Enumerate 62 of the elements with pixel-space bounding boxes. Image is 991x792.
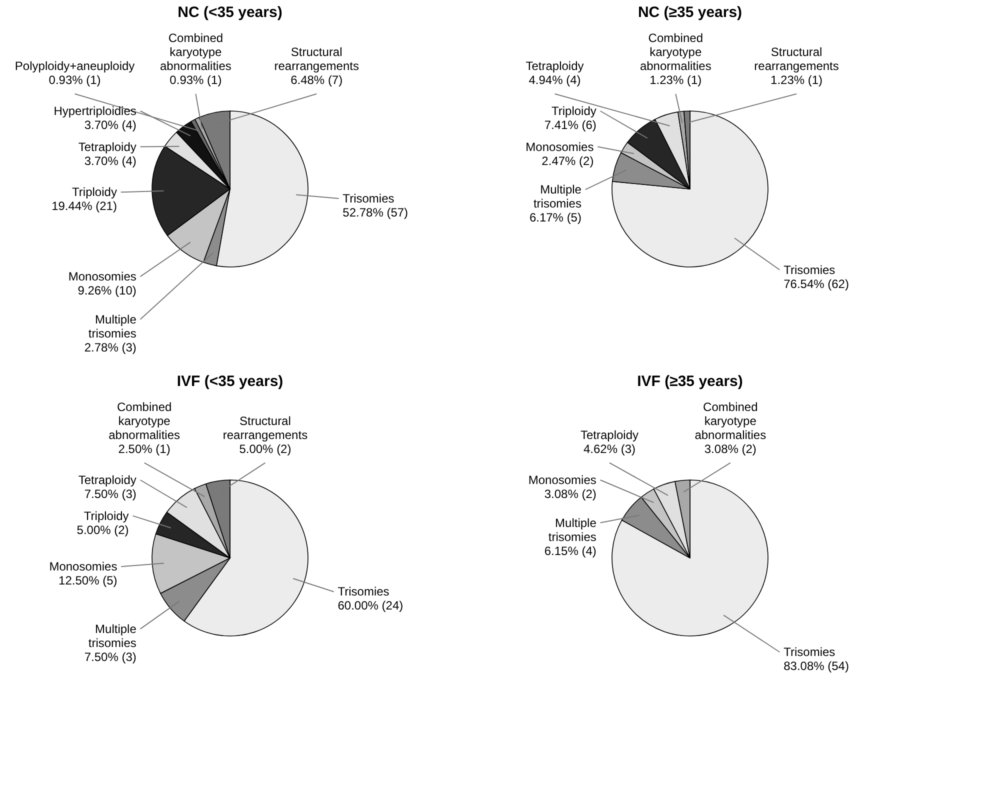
- chart-title: NC (<35 years): [178, 4, 282, 21]
- data-label: 2.50% (1): [118, 442, 170, 456]
- slice-label: Tetraploidy: [580, 428, 639, 442]
- slice-label: Monosomies: [68, 270, 136, 284]
- data-label: 9.26% (10): [78, 284, 136, 298]
- slice-label: Multiple trisomies: [88, 622, 137, 650]
- chart-title: IVF (<35 years): [176, 373, 284, 390]
- slice-label: Combined karyotype abnormalities: [640, 31, 712, 74]
- slice-label: Monosomies: [49, 560, 118, 574]
- data-label: 4.62% (3): [583, 442, 636, 456]
- slice-label: Monosomies: [528, 473, 596, 487]
- slice-label: Triploidy: [551, 104, 596, 118]
- data-label: 2.47% (2): [542, 154, 594, 168]
- data-label: 0.93% (1): [48, 73, 101, 88]
- slice-label: Tetraploidy: [526, 59, 584, 74]
- slice-label: Triploidy: [84, 508, 129, 523]
- data-label: 5.00% (2): [76, 522, 129, 537]
- data-label: 7.50% (3): [84, 487, 136, 501]
- slice-label: Structural rearrangements: [222, 414, 308, 442]
- slice-label: Multiple trisomies: [533, 182, 582, 211]
- data-label: 4.94% (4): [528, 73, 581, 88]
- slice-label: Combined karyotype abnormalities: [108, 400, 180, 442]
- data-label: 7.41% (6): [544, 118, 596, 132]
- data-label: 1.23% (1): [650, 73, 702, 88]
- slice-label: Polyploidy+aneuploidy: [14, 59, 135, 74]
- slice-label: Structural rearrangements: [754, 45, 839, 74]
- slice-label: Monosomies: [526, 140, 594, 154]
- slice-label: Hypertriploidies: [54, 104, 136, 118]
- data-label: 3.70% (4): [84, 118, 136, 132]
- data-label: 5.00% (2): [239, 442, 292, 456]
- chart-title: IVF (≥35 years): [637, 373, 743, 390]
- slice-label: Trisomies: [784, 645, 836, 660]
- data-label: 52.78% (57): [342, 206, 408, 220]
- slice-label: Trisomies: [338, 584, 390, 599]
- data-label: 6.15% (4): [544, 544, 596, 558]
- chart-title: NC (≥35 years): [638, 4, 742, 21]
- pie-slice: [612, 480, 768, 636]
- data-label: 0.93% (1): [170, 73, 222, 88]
- data-label: 3.08% (2): [544, 487, 596, 501]
- slice-label: Combined karyotype abnormalities: [694, 400, 766, 442]
- slice-label: Tetraploidy: [78, 140, 136, 154]
- slice-label: Triploidy: [72, 185, 117, 200]
- data-label: 3.08% (2): [704, 442, 756, 456]
- slice-label: Structural rearrangements: [274, 45, 359, 74]
- slice-label: Tetraploidy: [78, 473, 136, 487]
- pie-slice: [612, 110, 768, 268]
- data-label: 83.08% (54): [784, 659, 849, 674]
- data-label: 6.48% (7): [290, 73, 343, 88]
- data-label: 6.17% (5): [529, 210, 582, 225]
- data-label: 19.44% (21): [52, 199, 117, 214]
- slice-label: Combined karyotype abnormalities: [160, 31, 232, 74]
- data-label: 1.23% (1): [770, 73, 823, 88]
- data-label: 76.54% (62): [784, 276, 849, 291]
- data-label: 7.50% (3): [84, 650, 136, 664]
- data-label: 2.78% (3): [84, 340, 136, 354]
- slice-label: Multiple trisomies: [88, 312, 137, 340]
- data-label: 12.50% (5): [58, 574, 118, 588]
- data-label: 60.00% (24): [338, 598, 404, 613]
- data-label: 3.70% (4): [84, 154, 136, 168]
- slice-label: Trisomies: [784, 262, 836, 277]
- slice-label: Trisomies: [342, 192, 394, 206]
- slice-label: Multiple trisomies: [548, 516, 597, 544]
